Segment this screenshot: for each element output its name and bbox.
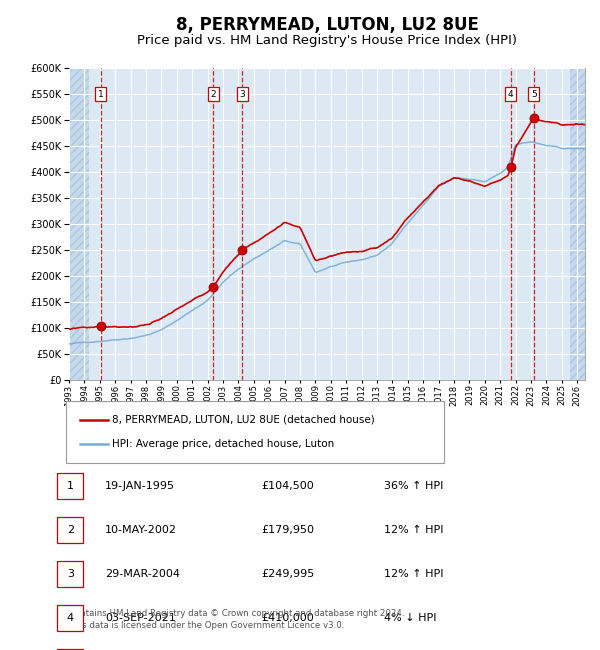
Text: Price paid vs. HM Land Registry's House Price Index (HPI): Price paid vs. HM Land Registry's House … (137, 34, 517, 47)
Text: 12% ↑ HPI: 12% ↑ HPI (384, 569, 443, 579)
Text: 8, PERRYMEAD, LUTON, LU2 8UE: 8, PERRYMEAD, LUTON, LU2 8UE (176, 16, 478, 34)
Text: £249,995: £249,995 (261, 569, 314, 579)
Text: 10-MAY-2002: 10-MAY-2002 (105, 525, 177, 535)
Text: 4: 4 (67, 613, 74, 623)
Text: 2: 2 (67, 525, 74, 535)
Bar (569, 68, 585, 380)
Text: 1: 1 (67, 480, 74, 491)
Text: £410,000: £410,000 (261, 613, 314, 623)
Text: 36% ↑ HPI: 36% ↑ HPI (384, 480, 443, 491)
Bar (569, 68, 585, 380)
Text: 2: 2 (211, 90, 216, 99)
Text: £104,500: £104,500 (261, 480, 314, 491)
Text: 5: 5 (531, 90, 536, 99)
Text: 4: 4 (508, 90, 514, 99)
Text: Contains HM Land Registry data © Crown copyright and database right 2024.: Contains HM Land Registry data © Crown c… (69, 609, 404, 618)
Text: 03-SEP-2021: 03-SEP-2021 (105, 613, 176, 623)
Bar (69, 68, 89, 380)
Text: 29-MAR-2004: 29-MAR-2004 (105, 569, 180, 579)
Text: 12% ↑ HPI: 12% ↑ HPI (384, 525, 443, 535)
Text: 1: 1 (98, 90, 103, 99)
Text: 8, PERRYMEAD, LUTON, LU2 8UE (detached house): 8, PERRYMEAD, LUTON, LU2 8UE (detached h… (112, 415, 375, 424)
Text: This data is licensed under the Open Government Licence v3.0.: This data is licensed under the Open Gov… (69, 621, 344, 630)
Text: 19-JAN-1995: 19-JAN-1995 (105, 480, 175, 491)
Text: £179,950: £179,950 (261, 525, 314, 535)
Text: HPI: Average price, detached house, Luton: HPI: Average price, detached house, Luto… (112, 439, 334, 449)
Bar (69, 68, 89, 380)
Text: 3: 3 (67, 569, 74, 579)
Text: 3: 3 (239, 90, 245, 99)
Text: 4% ↓ HPI: 4% ↓ HPI (384, 613, 437, 623)
